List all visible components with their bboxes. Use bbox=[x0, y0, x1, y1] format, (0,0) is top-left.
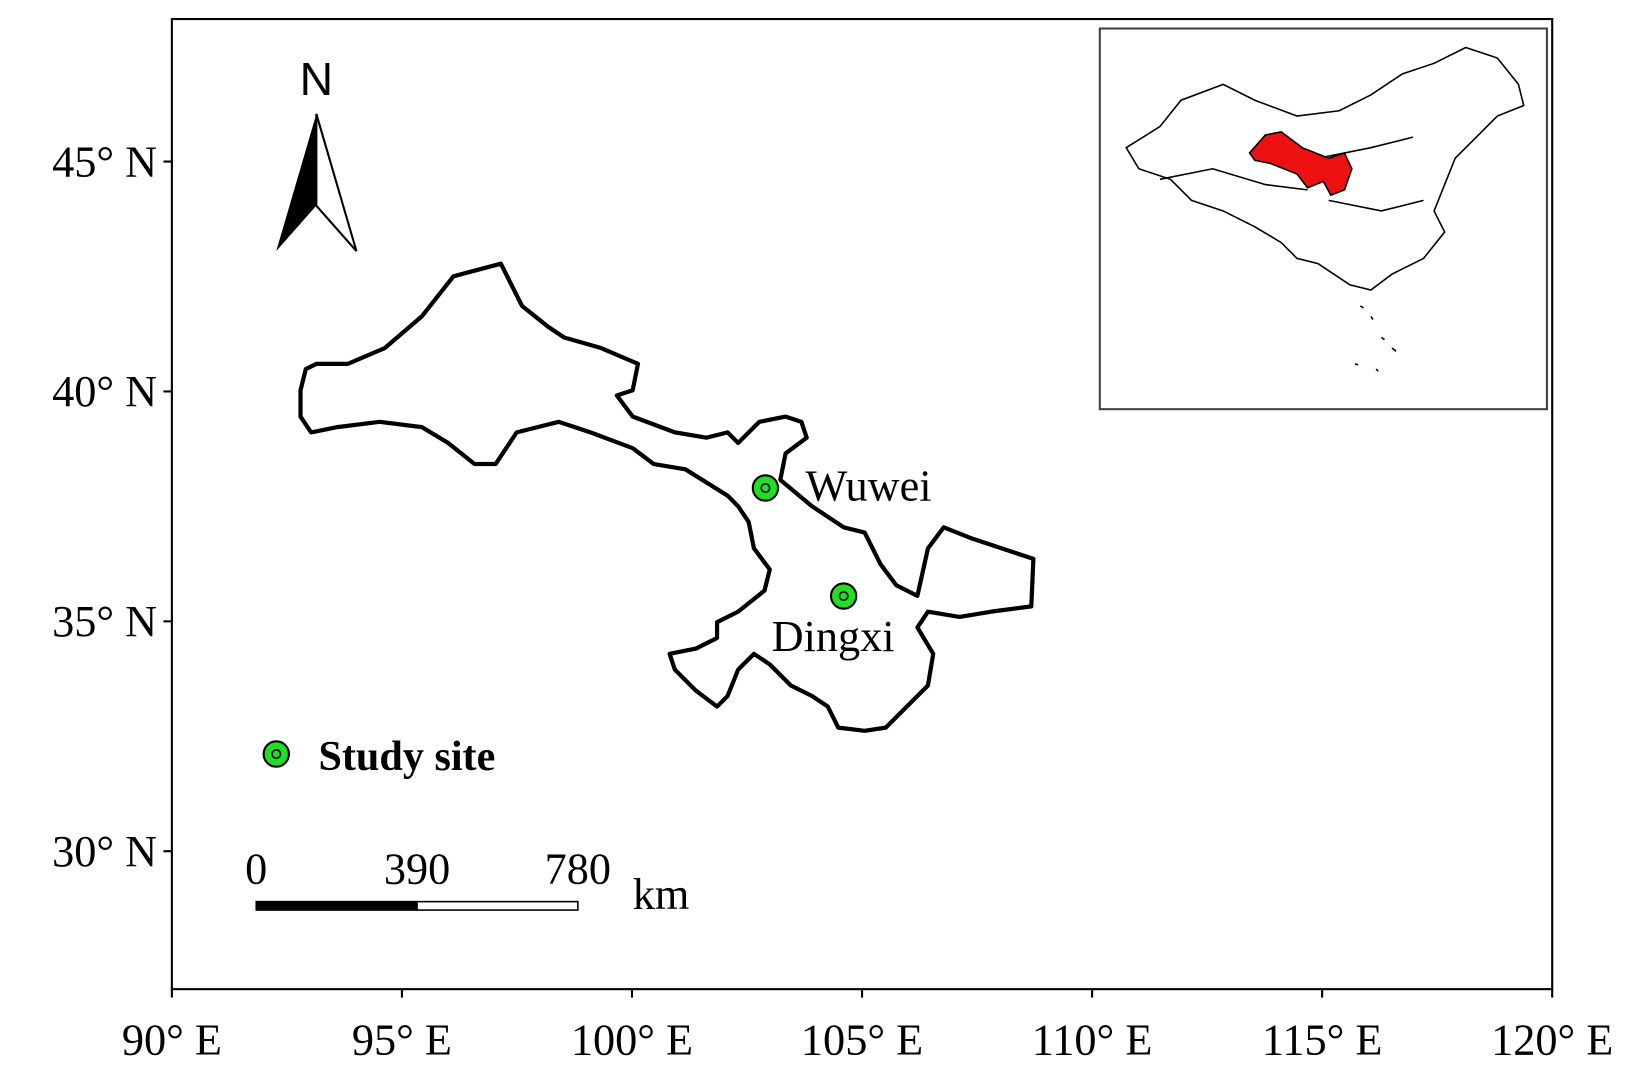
scale-label: 0 bbox=[245, 845, 267, 894]
y-tick-label: 45° N bbox=[52, 137, 157, 186]
x-tick-label: 105° E bbox=[801, 1016, 923, 1065]
scale-unit: km bbox=[633, 870, 690, 919]
gansu-outline bbox=[298, 261, 1036, 733]
x-tick-label: 115° E bbox=[1262, 1016, 1383, 1065]
scale-bar: 0 390 780 km bbox=[245, 845, 689, 919]
site-marker bbox=[829, 582, 858, 610]
x-tick-label: 120° E bbox=[1491, 1016, 1613, 1065]
site-marker-dot bbox=[838, 591, 849, 602]
y-tick-label: 40° N bbox=[52, 367, 157, 416]
y-tick-label: 35° N bbox=[52, 597, 157, 646]
site-label: Wuwei bbox=[805, 462, 931, 511]
north-label: N bbox=[300, 53, 333, 105]
x-tick-label: 95° E bbox=[352, 1016, 452, 1065]
x-tick-label: 100° E bbox=[571, 1016, 693, 1065]
x-tick-label: 110° E bbox=[1032, 1016, 1153, 1065]
site-marker bbox=[751, 474, 780, 502]
x-tick-label: 90° E bbox=[122, 1016, 222, 1065]
legend-marker bbox=[262, 740, 290, 768]
y-tick-label: 30° N bbox=[52, 827, 157, 876]
scale-label: 390 bbox=[384, 845, 450, 894]
scale-label: 780 bbox=[545, 845, 611, 894]
inset-map bbox=[1098, 27, 1548, 411]
legend-marker-dot bbox=[271, 748, 282, 760]
north-arrow: N bbox=[276, 53, 358, 252]
scale-segment bbox=[255, 900, 418, 911]
scale-segment bbox=[416, 900, 579, 911]
site-label: Dingxi bbox=[772, 612, 895, 661]
legend-label: Study site bbox=[318, 733, 495, 780]
site-marker-dot bbox=[760, 482, 771, 494]
